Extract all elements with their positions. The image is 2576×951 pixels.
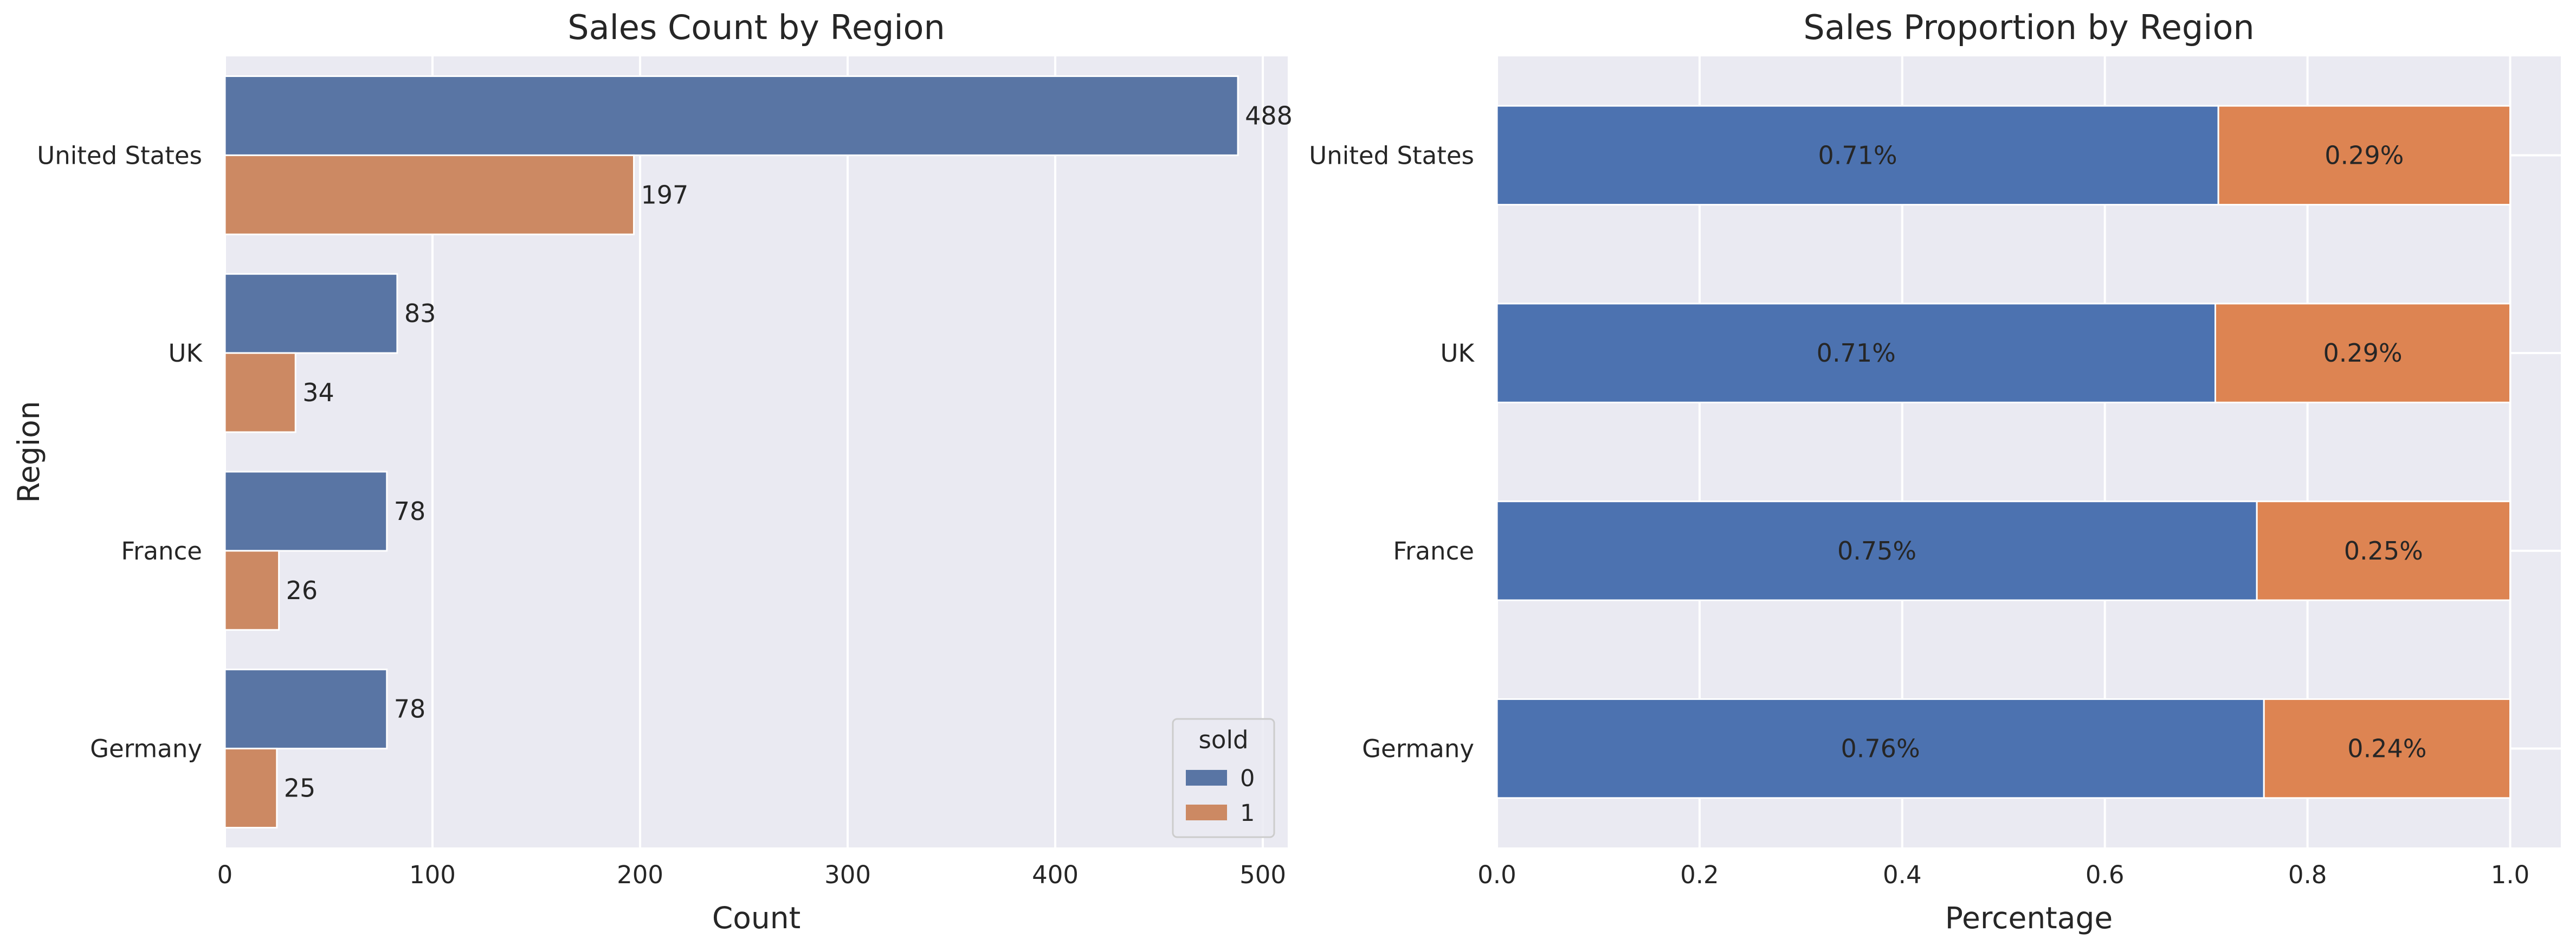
stacked-bar-data-label: 0.29% — [2325, 140, 2404, 170]
legend-entry-0: 0 — [1240, 765, 1255, 792]
left-x-tick-labels: 0 100 200 300 400 500 — [217, 860, 1286, 889]
right-chart-title: Sales Proportion by Region — [1803, 8, 2254, 47]
left-y-tick-label: Germany — [90, 735, 202, 763]
left-y-axis-label: Region — [11, 401, 46, 503]
stacked-bar-series-1 — [2256, 500, 2512, 601]
left-x-tick-label: 200 — [617, 860, 663, 889]
left-y-tick-label: France — [121, 537, 202, 566]
legend-entry-1: 1 — [1240, 800, 1255, 827]
bar-series-0 — [224, 273, 398, 354]
bar-data-label: 78 — [394, 497, 426, 526]
bar-data-label: 83 — [404, 299, 436, 328]
right-x-tick-label: 0.4 — [1883, 860, 1922, 889]
stacked-bar-data-label: 0.29% — [2323, 338, 2402, 368]
bar-series-0 — [224, 75, 1239, 156]
left-y-tick-labels: United States UK France Germany — [37, 141, 203, 763]
stacked-bar-series-0 — [1496, 500, 2258, 601]
left-x-tick-label: 400 — [1032, 860, 1079, 889]
left-y-tick-label: UK — [169, 339, 203, 368]
left-data-labels: 488 197 83 34 78 26 78 25 — [284, 101, 1293, 802]
right-data-labels: 0.71% 0.29% 0.71% 0.29% 0.75% 0.25% 0.76% 0.24% — [1817, 140, 2427, 763]
stacked-bar-series-1 — [2263, 698, 2512, 799]
stacked-bar-series-1 — [2214, 303, 2512, 403]
bar-series-0 — [224, 471, 388, 552]
right-x-tick-label: 1.0 — [2491, 860, 2530, 889]
left-x-tick-label: 300 — [824, 860, 871, 889]
right-x-tick-label: 0.0 — [1477, 860, 1516, 889]
stacked-bar-series-0 — [1496, 698, 2265, 799]
right-x-tick-label: 0.8 — [2288, 860, 2327, 889]
stacked-bar-series-0 — [1496, 303, 2216, 403]
right-bars — [1496, 105, 2512, 799]
left-x-axis-label: Count — [712, 901, 800, 935]
sales-proportion-chart: 0.71% 0.29% 0.71% 0.29% 0.75% 0.25% 0.76% 0.24%… — [1309, 8, 2561, 935]
left-x-tick-label: 0 — [217, 860, 233, 889]
stacked-bar-series-1 — [2217, 105, 2512, 206]
legend-swatch-0 — [1186, 770, 1227, 786]
bar-data-label: 488 — [1245, 101, 1293, 130]
bar-series-1 — [224, 154, 635, 235]
sales-count-chart: 488 197 83 34 78 26 78 25 United States UK France… — [11, 8, 1293, 935]
right-x-tick-label: 0.2 — [1680, 860, 1719, 889]
right-y-tick-labels: United States UK France Germany — [1309, 141, 1475, 763]
legend-title: sold — [1198, 725, 1248, 754]
right-y-tick-label: United States — [1309, 141, 1474, 170]
left-bars — [224, 75, 1239, 829]
bar-series-1 — [224, 748, 278, 829]
left-chart-title: Sales Count by Region — [567, 8, 945, 47]
bar-series-0 — [224, 669, 388, 750]
stacked-bar-data-label: 0.75% — [1837, 536, 1916, 566]
bar-data-label: 78 — [394, 695, 426, 724]
stacked-bar-data-label: 0.24% — [2347, 734, 2426, 763]
stacked-bar-data-label: 0.71% — [1817, 338, 1896, 368]
bar-data-label: 197 — [641, 180, 689, 209]
stacked-bar-data-label: 0.76% — [1841, 734, 1920, 763]
left-x-tick-label: 100 — [409, 860, 456, 889]
bar-data-label: 34 — [302, 378, 334, 407]
bar-series-1 — [224, 550, 280, 631]
right-y-tick-label: Germany — [1362, 735, 1474, 763]
bar-data-label: 25 — [284, 774, 316, 803]
right-x-axis-label: Percentage — [1945, 901, 2113, 935]
right-y-tick-label: France — [1393, 537, 1474, 566]
right-x-tick-label: 0.6 — [2086, 860, 2125, 889]
stacked-bar-data-label: 0.25% — [2344, 536, 2423, 566]
bar-data-label: 26 — [286, 576, 318, 605]
right-x-tick-labels: 0.0 0.2 0.4 0.6 0.8 1.0 — [1477, 860, 2529, 889]
legend: sold 0 1 — [1172, 718, 1275, 838]
stacked-bar-data-label: 0.71% — [1818, 140, 1897, 170]
legend-swatch-1 — [1186, 805, 1227, 820]
right-y-tick-label: UK — [1441, 339, 1475, 368]
left-x-tick-label: 500 — [1239, 860, 1286, 889]
left-y-tick-label: United States — [37, 141, 202, 170]
stacked-bar-series-0 — [1496, 105, 2219, 206]
bar-series-1 — [224, 352, 296, 433]
